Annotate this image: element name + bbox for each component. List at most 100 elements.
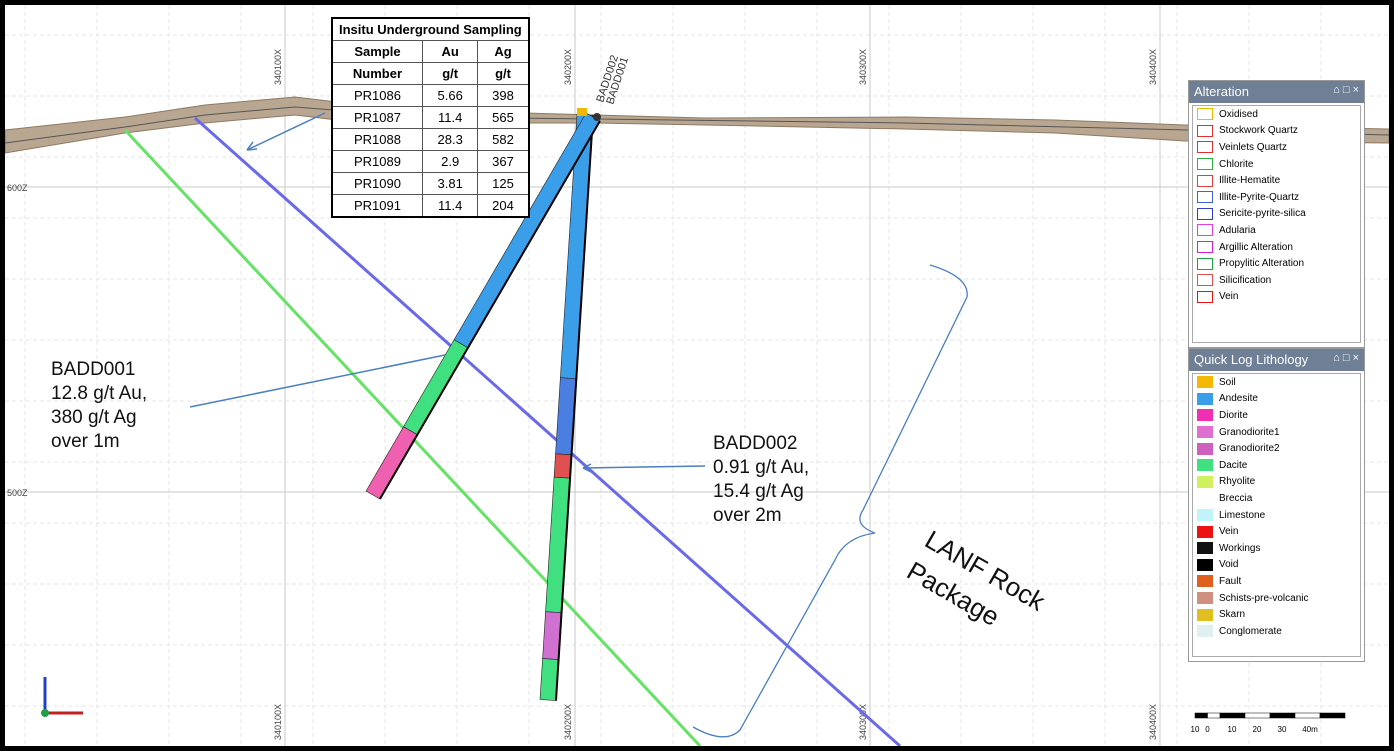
cell: 3.81	[421, 172, 479, 195]
x-label: 340200X	[563, 49, 573, 85]
cell: 5.66	[421, 84, 479, 107]
cell: 2.9	[421, 150, 479, 173]
swatch	[1197, 442, 1213, 455]
panel-icons[interactable]: ⌂ □ ×	[1333, 84, 1359, 96]
x-label: 340300X	[858, 49, 868, 85]
legend-item: Chlorite	[1193, 156, 1360, 173]
legend-label: Dacite	[1219, 459, 1248, 471]
panel-title-text: Quick Log Lithology	[1194, 352, 1309, 367]
legend-label: Argillic Alteration	[1219, 241, 1293, 253]
legend-item: Silicification	[1193, 272, 1360, 289]
header-row: Sample Au Ag	[331, 40, 530, 63]
legend-item: Breccia	[1193, 490, 1360, 507]
legend-item: Veinlets Quartz	[1193, 139, 1360, 156]
leader	[582, 465, 706, 469]
swatch	[1197, 459, 1213, 472]
alteration-panel: Alteration ⌂ □ × Oxidised Stockwork Quartz V…	[1188, 80, 1365, 348]
panel-title: Quick Log Lithology ⌂ □ ×	[1189, 349, 1364, 371]
legend-item: Conglomerate	[1193, 623, 1360, 640]
swatch	[1197, 141, 1213, 154]
header-cell: Sample	[331, 40, 423, 63]
legend-label: Adularia	[1219, 224, 1256, 236]
cell: 11.4	[421, 194, 479, 218]
swatch	[1197, 625, 1213, 638]
panel-icons[interactable]: ⌂ □ ×	[1333, 352, 1359, 364]
sampling-table: Insitu Underground Sampling Sample Au Ag Num…	[331, 17, 530, 218]
x-label: 340300X	[858, 704, 868, 740]
arrow	[582, 463, 592, 473]
row: PR1089 2.9 367	[331, 150, 530, 173]
scale-label: 0	[1205, 725, 1210, 734]
row: PR1090 3.81 125	[331, 172, 530, 195]
legend-label: Skarn	[1219, 609, 1246, 621]
legend-item: Propylitic Alteration	[1193, 255, 1360, 272]
swatch	[1197, 558, 1213, 571]
header-cell: Ag	[477, 40, 530, 63]
legend-label: Granodiorite2	[1219, 443, 1280, 455]
cell: 11.4	[421, 106, 479, 129]
swatch	[1197, 191, 1213, 204]
swatch	[1197, 492, 1213, 505]
legend-item: Vein	[1193, 523, 1360, 540]
legend-item: Illite-Hematite	[1193, 172, 1360, 189]
cell: PR1091	[331, 194, 423, 218]
legend-item: Workings	[1193, 540, 1360, 557]
cell: 367	[477, 150, 530, 173]
annotation-line: 12.8 g/t Au,	[51, 383, 147, 404]
panel-body: Soil Andesite Diorite Granodiorite1 Granodio…	[1192, 373, 1361, 657]
scale-seg	[1194, 712, 1208, 719]
legend-item: Dacite	[1193, 457, 1360, 474]
legend-label: Schists-pre-volcanic	[1219, 592, 1309, 604]
cell: PR1090	[331, 172, 423, 195]
swatch	[1197, 525, 1213, 538]
annotation-line: over 1m	[51, 431, 120, 452]
row: PR1087 11.4 565	[331, 106, 530, 129]
legend-label: Fault	[1219, 575, 1242, 587]
legend-item: Limestone	[1193, 507, 1360, 524]
hole-interval	[403, 339, 469, 436]
hole-trace	[554, 115, 594, 701]
legend-label: Void	[1219, 559, 1239, 571]
annotation-line: over 2m	[713, 505, 782, 526]
annotation-line: 0.91 g/t Au,	[713, 457, 809, 478]
z-label: 600Z	[7, 183, 28, 193]
legend-item: Diorite	[1193, 407, 1360, 424]
panel-title-text: Alteration	[1194, 84, 1249, 99]
legend-label: Veinlets Quartz	[1219, 141, 1287, 153]
header-cell: g/t	[421, 62, 479, 85]
leader	[246, 112, 326, 151]
legend-item: Rhyolite	[1193, 474, 1360, 491]
swatch	[1197, 376, 1213, 389]
swatch	[1197, 224, 1213, 237]
cell: 398	[477, 84, 530, 107]
scale-label: 30	[1278, 725, 1287, 734]
header-cell: Au	[421, 40, 479, 63]
legend-label: Conglomerate	[1219, 625, 1282, 637]
annotation: BADD001 12.8 g/t Au, 380 g/t Ag over 1m	[51, 359, 147, 452]
header-cell: Number	[331, 62, 423, 85]
legend-label: Chlorite	[1219, 158, 1254, 170]
swatch	[1197, 241, 1213, 254]
legend-item: Schists-pre-volcanic	[1193, 590, 1360, 607]
annotation-line: 15.4 g/t Ag	[713, 481, 804, 502]
hole-interval	[553, 453, 572, 479]
panel-body: Oxidised Stockwork Quartz Veinlets Quartz C…	[1192, 105, 1361, 343]
legend-item: Sericite-pyrite-silica	[1193, 206, 1360, 223]
hole-interval	[365, 426, 418, 500]
swatch	[1197, 124, 1213, 137]
table-title: Insitu Underground Sampling	[331, 17, 530, 41]
cell: PR1086	[331, 84, 423, 107]
swatch	[1197, 475, 1213, 488]
swatch	[1197, 542, 1213, 555]
x-label: 340100X	[273, 704, 283, 740]
legend-label: Vein	[1219, 291, 1239, 303]
x-label: 340200X	[563, 704, 573, 740]
lithology-panel: Quick Log Lithology ⌂ □ × Soil Andesite Dior…	[1188, 348, 1365, 662]
scale-seg	[1207, 712, 1221, 719]
scale-seg	[1294, 712, 1321, 719]
legend-label: Silicification	[1219, 274, 1272, 286]
legend-item: Soil	[1193, 374, 1360, 391]
legend-label: Stockwork Quartz	[1219, 125, 1298, 137]
